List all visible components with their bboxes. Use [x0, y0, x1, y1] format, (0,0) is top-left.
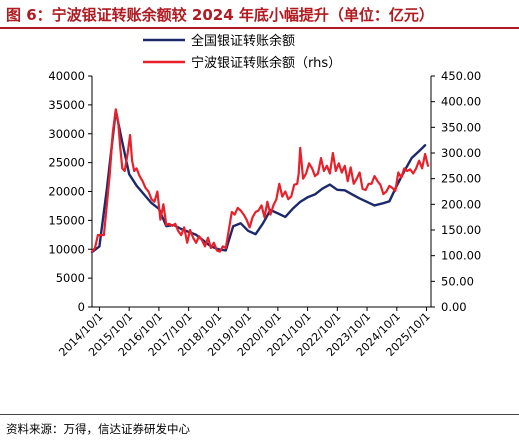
source-note: 资料来源：万得，信达证券研发中心 — [6, 422, 190, 436]
legend-label-ningbo: 宁波银证转账余额（rhs） — [191, 55, 341, 71]
left-tick-label: 40000 — [48, 69, 85, 83]
title-divider — [0, 27, 519, 29]
series-line-national — [90, 109, 427, 254]
right-tick-label: 350.00 — [441, 120, 481, 134]
right-tick-label: 50.00 — [441, 274, 474, 288]
left-tick-label: 15000 — [48, 213, 85, 227]
right-tick-label: 0.00 — [441, 300, 467, 314]
source-divider — [0, 414, 519, 415]
left-tick-label: 35000 — [48, 98, 85, 112]
series-line-ningbo — [90, 108, 430, 253]
left-tick-label: 25000 — [48, 156, 85, 170]
right-tick-label: 100.00 — [441, 249, 481, 263]
right-tick-label: 150.00 — [441, 223, 481, 237]
left-tick-label: 20000 — [48, 185, 85, 199]
line-chart: 0 5000 10000 15000 20000 25000 30000 35000 40000… — [48, 33, 481, 359]
legend-label-national: 全国银证转账余额 — [191, 33, 295, 49]
left-tick-label: 5000 — [56, 271, 85, 285]
right-tick-label: 200.00 — [441, 197, 481, 211]
right-tick-label: 300.00 — [441, 146, 481, 160]
right-tick-label: 400.00 — [441, 95, 481, 109]
right-tick-label: 250.00 — [441, 172, 481, 186]
right-tick-label: 450.00 — [441, 69, 481, 83]
left-tick-label: 0 — [78, 300, 85, 314]
left-tick-label: 30000 — [48, 127, 85, 141]
figure-title: 图 6：宁波银证转账余额较 2024 年底小幅提升（单位：亿元） — [6, 6, 434, 24]
left-tick-label: 10000 — [48, 242, 85, 256]
